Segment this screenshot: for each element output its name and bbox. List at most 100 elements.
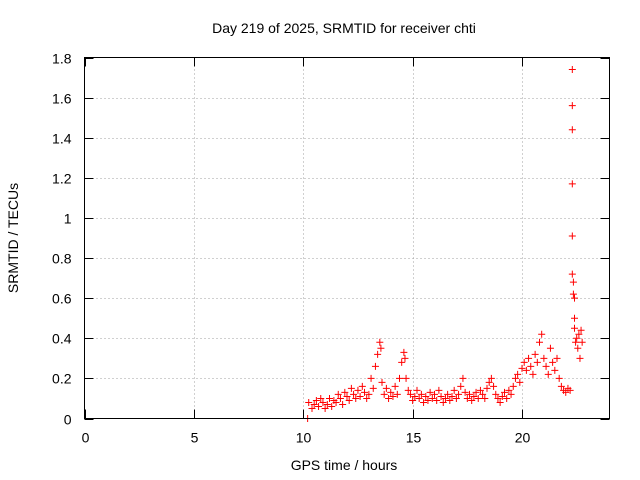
data-point bbox=[345, 396, 353, 404]
data-point bbox=[400, 348, 408, 356]
data-point bbox=[319, 398, 327, 406]
data-point bbox=[490, 382, 498, 390]
data-point bbox=[431, 390, 438, 398]
data-point bbox=[571, 294, 578, 302]
data-point bbox=[527, 362, 535, 370]
data-point bbox=[401, 354, 409, 362]
data-point bbox=[518, 364, 526, 372]
data-point bbox=[568, 126, 576, 134]
data-point bbox=[426, 388, 434, 396]
y-tick-label: 1.4 bbox=[52, 131, 72, 147]
data-point bbox=[483, 384, 491, 392]
data-point bbox=[328, 402, 336, 410]
data-point bbox=[406, 390, 414, 398]
data-point bbox=[339, 400, 347, 408]
data-point bbox=[417, 390, 425, 398]
data-point bbox=[385, 394, 393, 402]
data-point bbox=[334, 390, 342, 398]
data-point bbox=[542, 362, 550, 370]
data-point bbox=[568, 270, 576, 278]
data-point bbox=[446, 396, 454, 404]
data-point bbox=[336, 394, 344, 402]
x-axis-title: GPS time / hours bbox=[291, 457, 398, 473]
x-tick-label: 20 bbox=[515, 430, 531, 446]
data-point bbox=[317, 394, 325, 402]
data-point bbox=[455, 390, 463, 398]
data-point bbox=[505, 386, 513, 394]
data-point bbox=[569, 278, 577, 286]
data-point bbox=[457, 382, 465, 390]
data-point bbox=[551, 366, 559, 374]
data-point bbox=[444, 390, 452, 398]
data-point bbox=[572, 338, 580, 346]
data-point bbox=[354, 386, 362, 394]
data-point bbox=[531, 350, 539, 358]
data-point bbox=[402, 374, 410, 382]
data-point bbox=[474, 394, 482, 402]
data-point bbox=[557, 382, 565, 390]
data-point bbox=[428, 394, 436, 402]
data-point bbox=[492, 390, 500, 398]
data-point bbox=[520, 358, 528, 366]
data-point bbox=[553, 354, 561, 362]
data-point bbox=[485, 378, 493, 386]
data-point bbox=[377, 344, 385, 352]
data-point bbox=[566, 386, 574, 394]
data-point bbox=[448, 392, 456, 400]
data-point bbox=[546, 344, 554, 352]
data-point bbox=[525, 354, 533, 362]
data-point bbox=[461, 388, 469, 396]
y-tick-label: 0.8 bbox=[52, 251, 72, 267]
data-point bbox=[487, 374, 495, 382]
y-axis-title: SRMTID / TECUs bbox=[5, 183, 21, 293]
y-tick-label: 1.2 bbox=[52, 171, 72, 187]
data-point bbox=[310, 400, 318, 408]
data-point bbox=[479, 390, 487, 398]
x-tick-label: 0 bbox=[82, 430, 90, 446]
chart-title: Day 219 of 2025, SRMTID for receiver cht… bbox=[212, 20, 476, 36]
grid bbox=[84, 57, 610, 419]
data-point bbox=[529, 370, 537, 378]
data-point bbox=[470, 392, 478, 400]
data-point bbox=[459, 374, 467, 382]
data-point bbox=[326, 394, 333, 402]
data-point bbox=[343, 392, 351, 400]
data-point bbox=[450, 386, 458, 394]
y-tick-label: 1.6 bbox=[52, 91, 72, 107]
data-point bbox=[398, 358, 406, 366]
data-point bbox=[409, 396, 417, 404]
data-point bbox=[568, 180, 576, 188]
data-point bbox=[573, 334, 581, 342]
y-tick-label: 1.8 bbox=[52, 51, 72, 67]
data-point bbox=[387, 388, 395, 396]
data-point bbox=[538, 330, 546, 338]
data-points bbox=[304, 66, 586, 422]
data-point bbox=[578, 338, 586, 346]
data-point bbox=[511, 374, 519, 382]
data-point bbox=[496, 398, 504, 406]
data-point bbox=[575, 330, 583, 338]
data-point bbox=[367, 374, 375, 382]
data-point bbox=[369, 384, 377, 392]
y-tick-label: 0.6 bbox=[52, 291, 72, 307]
data-point bbox=[352, 394, 360, 402]
data-point bbox=[576, 354, 584, 362]
data-point bbox=[321, 404, 329, 412]
data-point bbox=[396, 374, 403, 382]
data-point bbox=[404, 386, 412, 394]
data-point bbox=[555, 374, 563, 382]
data-point bbox=[574, 344, 582, 352]
data-point bbox=[498, 392, 506, 400]
y-tick-label: 0.2 bbox=[52, 371, 72, 387]
data-point bbox=[577, 326, 585, 334]
plot-frame bbox=[84, 57, 610, 419]
data-point bbox=[371, 362, 379, 370]
data-point bbox=[439, 398, 447, 406]
data-point bbox=[393, 390, 401, 398]
data-point bbox=[509, 382, 517, 390]
data-point bbox=[568, 66, 576, 74]
data-point bbox=[356, 392, 364, 400]
y-tick-label: 0 bbox=[64, 412, 72, 428]
data-point bbox=[494, 394, 502, 402]
data-point bbox=[522, 366, 530, 374]
